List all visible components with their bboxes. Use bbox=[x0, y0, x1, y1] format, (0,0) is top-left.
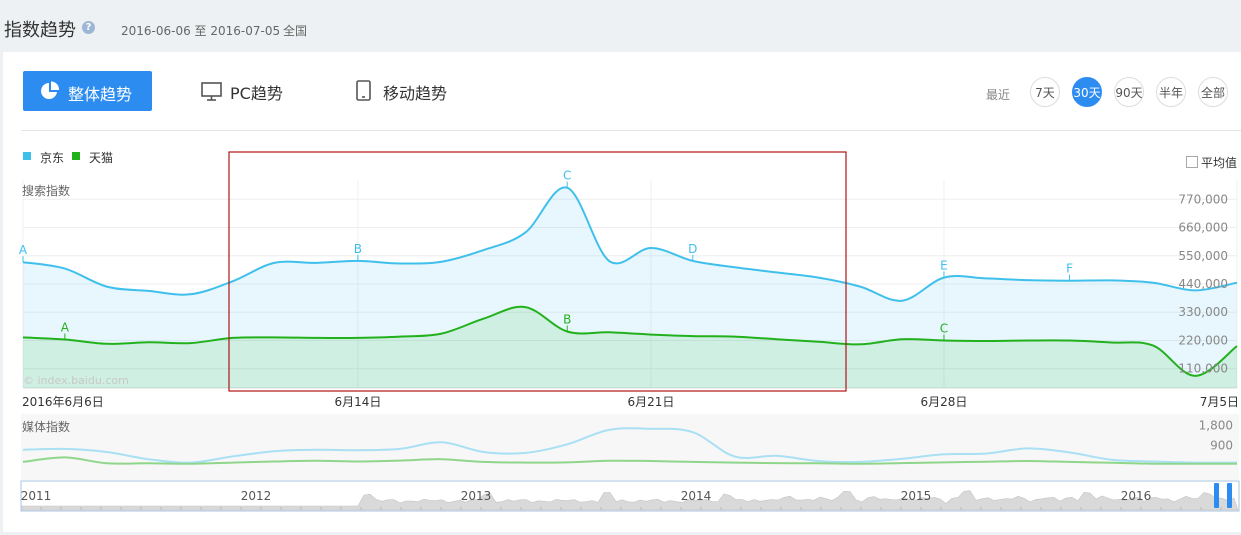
navigator-handle-left[interactable] bbox=[1214, 483, 1219, 508]
y-tick-label: 660,000 bbox=[1178, 221, 1228, 235]
average-label: 平均值 bbox=[1201, 156, 1238, 170]
y-tick-label: 330,000 bbox=[1178, 305, 1228, 319]
series-tmall-area bbox=[23, 306, 1237, 388]
annotation-label[interactable]: A bbox=[61, 320, 70, 334]
navigator-year-label: 2014 bbox=[681, 489, 712, 503]
tab-overall-label: 整体趋势 bbox=[68, 85, 133, 104]
average-checkbox[interactable]: 平均值 bbox=[1186, 154, 1237, 171]
range-label: 最近 bbox=[986, 88, 1011, 102]
media-series-tmall-line[interactable] bbox=[22, 456, 1237, 465]
media-y-tick-label: 900 bbox=[1210, 439, 1233, 453]
annotation-label[interactable]: C bbox=[940, 321, 948, 335]
y-tick-label: 550,000 bbox=[1178, 249, 1228, 263]
highlight-box bbox=[228, 151, 847, 392]
legend-label-jd: 京东 bbox=[40, 151, 65, 165]
y-tick-label: 770,000 bbox=[1178, 192, 1228, 206]
tablet-icon bbox=[356, 80, 371, 101]
legend-label-tmall: 天猫 bbox=[89, 151, 114, 165]
x-tick-label: 6月14日 bbox=[334, 395, 381, 409]
checkbox-icon bbox=[1186, 156, 1198, 168]
range-all-button[interactable]: 全部 bbox=[1198, 77, 1228, 107]
annotation-label[interactable]: D bbox=[688, 242, 697, 256]
range-30-days-button[interactable]: 30天 bbox=[1072, 77, 1102, 107]
date-range: 2016-06-06 至 2016-07-05 bbox=[121, 24, 281, 38]
x-tick-label: 2016年6月6日 bbox=[22, 395, 104, 409]
help-icon[interactable]: ? bbox=[82, 21, 95, 34]
chart-area: 搜索指数 © index.baidu.com 110,000 220,000 330… bbox=[19, 151, 1240, 512]
pie-chart-icon bbox=[41, 81, 60, 99]
annotation-label[interactable]: B bbox=[563, 313, 571, 327]
range-90-days-button[interactable]: 90天 bbox=[1114, 77, 1144, 107]
region-label: 全国 bbox=[283, 24, 308, 38]
watermark: © index.baidu.com bbox=[23, 374, 129, 387]
x-tick-label: 6月28日 bbox=[921, 395, 968, 409]
navigator-sparkline bbox=[21, 490, 1239, 511]
series-jd-line[interactable] bbox=[22, 186, 1238, 302]
annotation-label[interactable]: E bbox=[940, 259, 948, 273]
tab-mobile-label: 移动趋势 bbox=[383, 84, 448, 103]
x-tick-label: 6月21日 bbox=[627, 395, 674, 409]
navigator-year-label: 2015 bbox=[901, 489, 932, 503]
legend-swatch-jd bbox=[23, 152, 31, 160]
navigator-year-label: 2016 bbox=[1121, 489, 1152, 503]
y-tick-label: 220,000 bbox=[1178, 333, 1228, 347]
search-index-label: 搜索指数 bbox=[22, 183, 70, 198]
annotation-label[interactable]: C bbox=[563, 169, 571, 183]
media-y-tick-label: 1,800 bbox=[1199, 418, 1233, 432]
annotation-label[interactable]: F bbox=[1066, 262, 1073, 276]
divider bbox=[21, 130, 1241, 131]
y-tick-label: 440,000 bbox=[1178, 277, 1228, 291]
navigator-year-label: 2011 bbox=[21, 489, 52, 503]
annotation-label[interactable]: B bbox=[354, 242, 362, 256]
tab-pc-label: PC趋势 bbox=[230, 84, 283, 103]
navigator-handle-right[interactable] bbox=[1227, 483, 1232, 508]
monitor-icon bbox=[201, 82, 222, 101]
media-index-label: 媒体指数 bbox=[22, 419, 70, 434]
annotation-label[interactable]: A bbox=[19, 243, 28, 257]
navigator-year-label: 2013 bbox=[461, 489, 492, 503]
page-header: 指数趋势 ? 2016-06-06 至 2016-07-05 全国 bbox=[0, 0, 1241, 52]
page-title: 指数趋势 bbox=[4, 20, 76, 41]
range-7-days-button[interactable]: 7天 bbox=[1030, 77, 1060, 107]
range-half-year-button[interactable]: 半年 bbox=[1156, 77, 1186, 107]
x-tick-label: 7月5日 bbox=[1200, 395, 1239, 409]
navigator-year-label: 2012 bbox=[241, 489, 272, 503]
legend-swatch-tmall bbox=[72, 152, 80, 160]
media-index-panel bbox=[21, 414, 1239, 480]
trend-card: 整体趋势 PC趋势 移动趋势 最近 7天 30天 90天 半年 全部 京东 天猫… bbox=[3, 52, 1241, 532]
tab-overall-trend[interactable]: 整体趋势 bbox=[23, 71, 152, 111]
y-tick-label: 110,000 bbox=[1178, 362, 1228, 376]
media-series-jd-line[interactable] bbox=[22, 427, 1238, 464]
